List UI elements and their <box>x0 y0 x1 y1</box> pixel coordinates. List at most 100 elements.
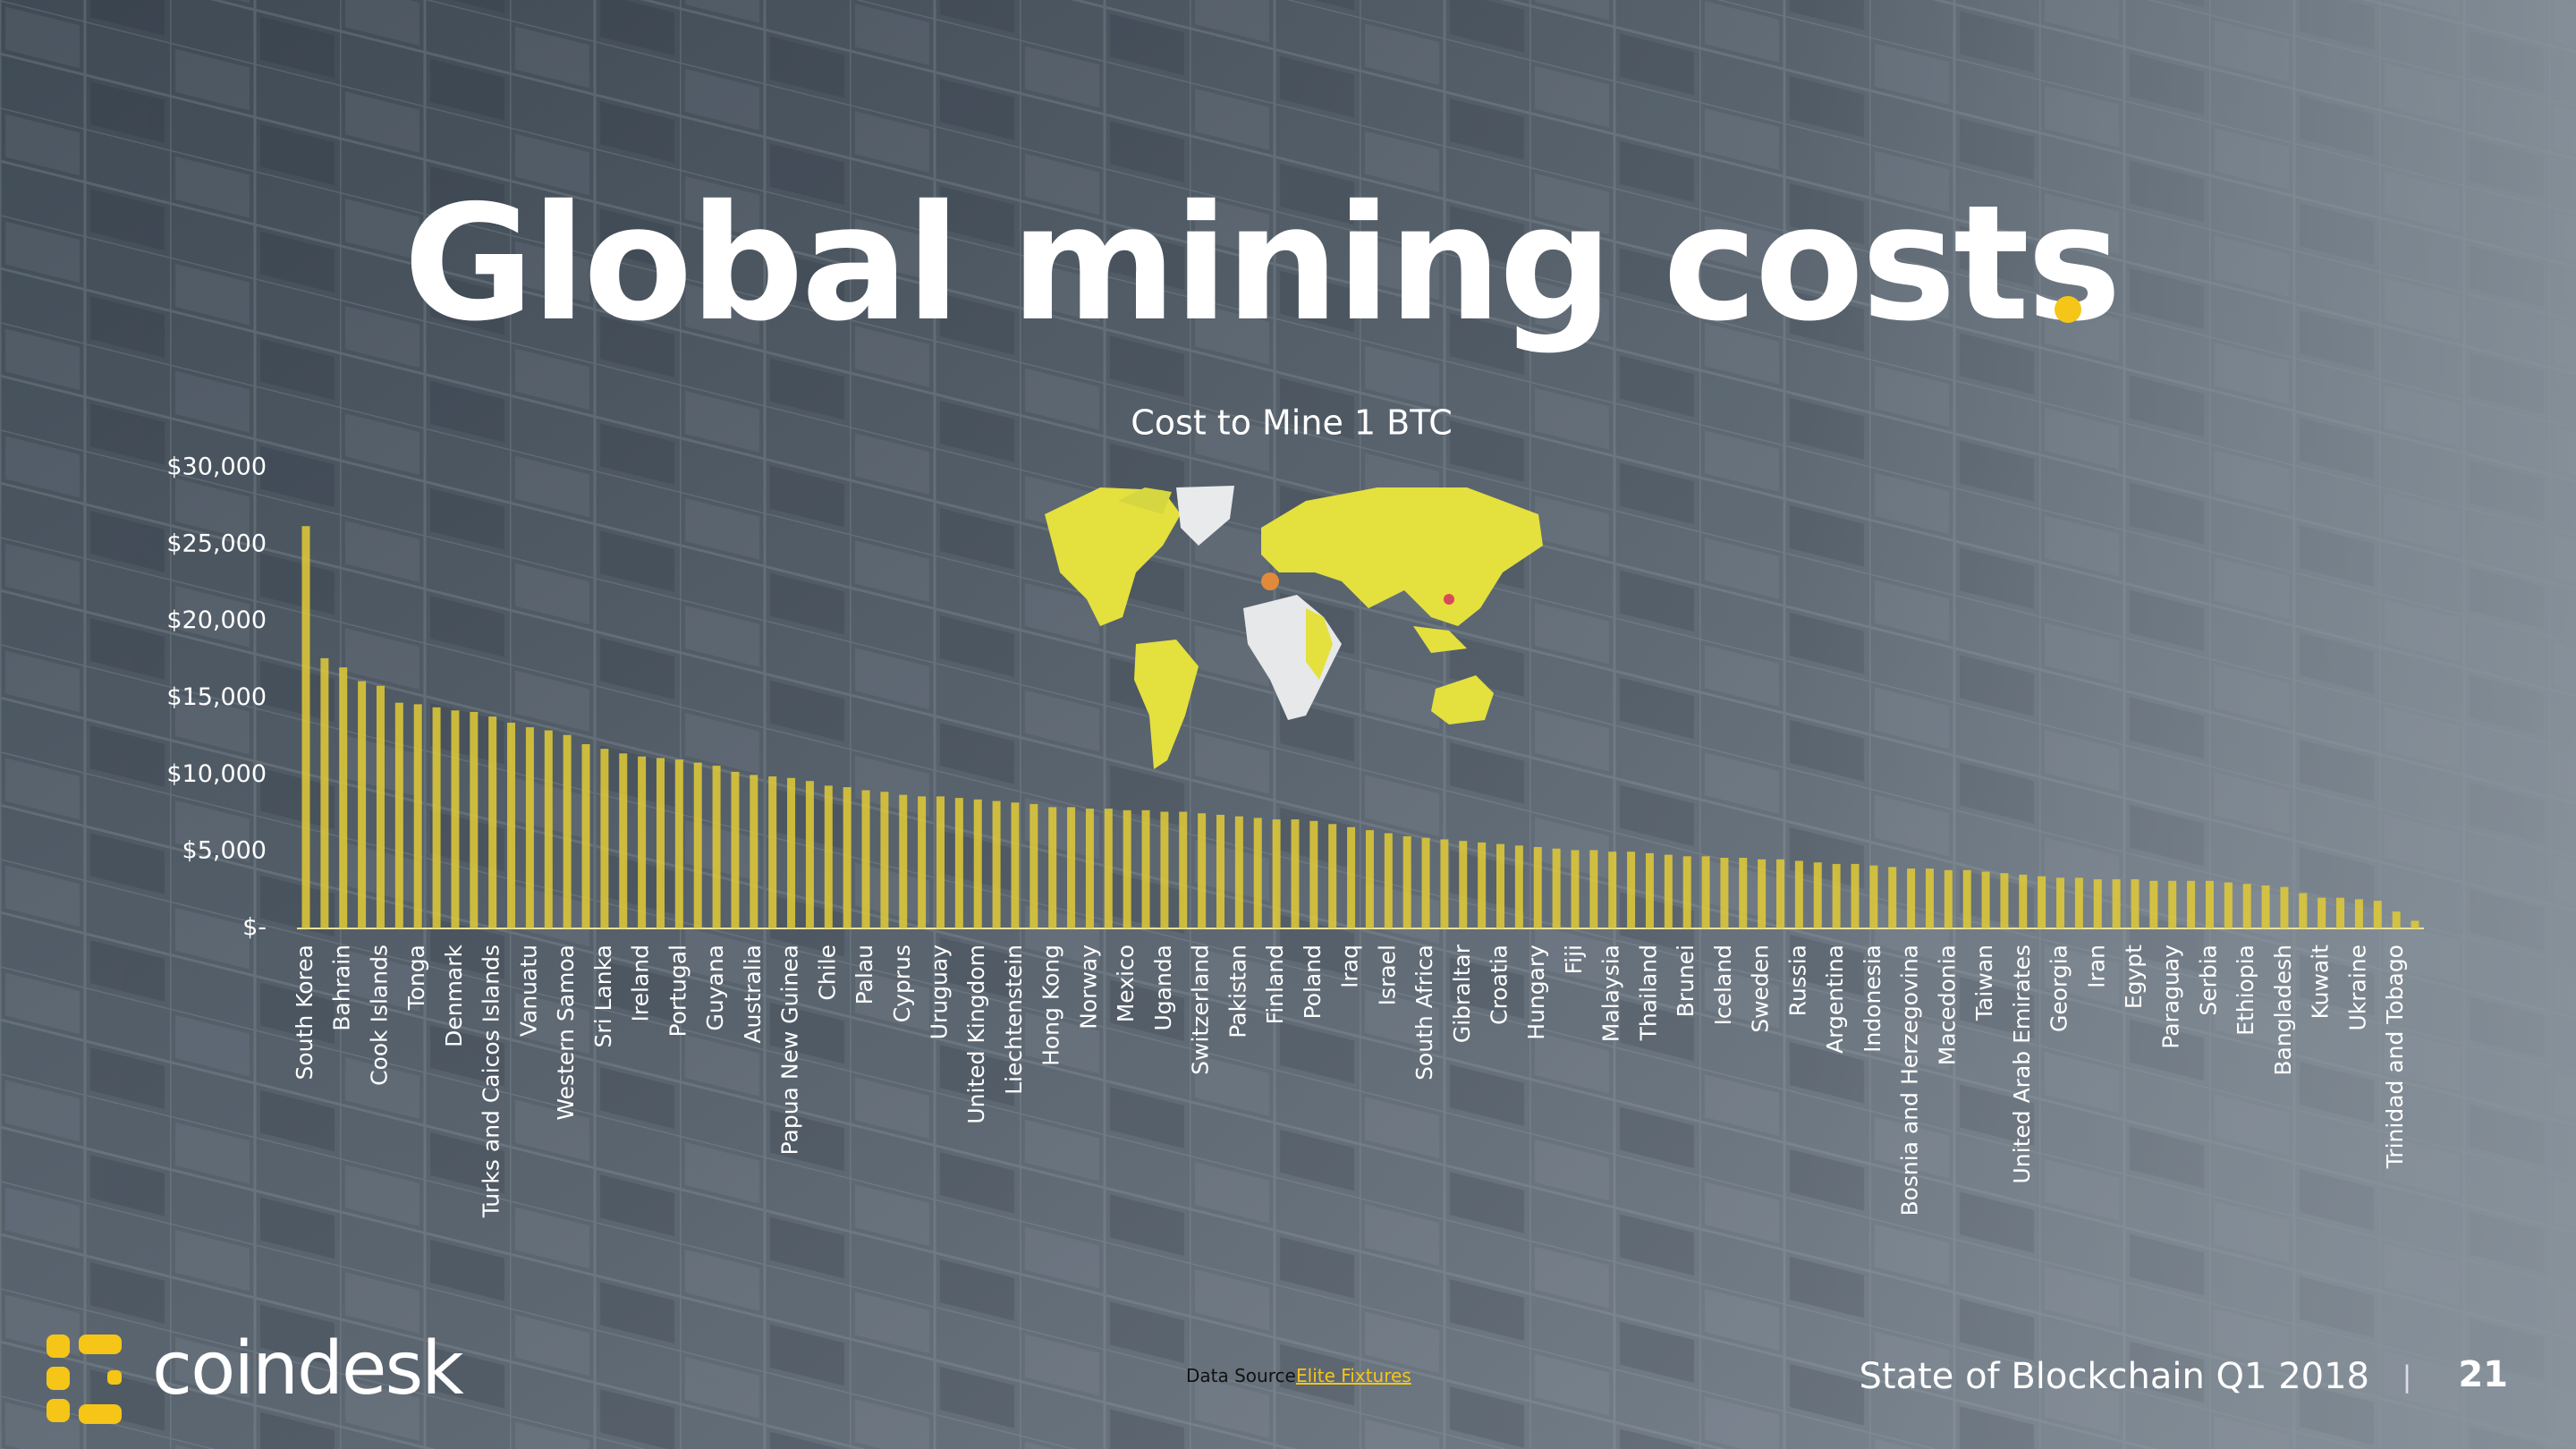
x-tick-label: Uganda <box>1150 945 1176 1031</box>
bar <box>2149 880 2158 928</box>
x-tick-label: Kuwait <box>2308 945 2334 1020</box>
bar <box>1701 856 1710 928</box>
bar <box>1552 848 1561 928</box>
x-tick-label: Georgia <box>2046 945 2072 1032</box>
x-tick-label: Bosnia and Herzegovina <box>1897 945 1923 1216</box>
x-tick-label: United Kingdom <box>963 945 989 1124</box>
bar <box>1085 809 1094 928</box>
x-tick-label: Russia <box>1784 945 1810 1016</box>
bar <box>1720 858 1729 928</box>
x-tick-label: Bahrain <box>329 945 355 1031</box>
bar <box>1253 818 1262 928</box>
x-tick-label: Serbia <box>2195 945 2221 1016</box>
bar <box>1234 816 1243 928</box>
x-tick-label: Gibraltar <box>1449 944 1475 1043</box>
bar <box>488 716 497 928</box>
bar <box>1365 830 1374 928</box>
bar <box>619 753 628 928</box>
x-tick-label: Sri Lanka <box>590 945 616 1048</box>
bar <box>2280 886 2289 928</box>
bar <box>2074 877 2083 928</box>
report-name: State of Blockchain Q1 2018 <box>1859 1356 2369 1397</box>
bar <box>731 771 740 928</box>
y-tick-label: $25,000 <box>166 530 267 557</box>
bar <box>1328 824 1337 928</box>
x-tick-label: Hungary <box>1523 945 1549 1040</box>
bar <box>1478 842 1487 928</box>
source-link[interactable]: Elite Fixtures <box>1296 1365 1411 1386</box>
bar <box>2187 880 2196 928</box>
x-tick-label: Iraq <box>1337 945 1363 988</box>
x-tick-label: Pakistan <box>1224 945 1250 1038</box>
bar <box>2093 879 2102 928</box>
bar <box>1011 802 1020 928</box>
bar <box>1981 871 1990 928</box>
bar <box>880 792 889 928</box>
bar <box>1888 867 1897 928</box>
x-tick-label: Switzerland <box>1188 945 1214 1075</box>
bar <box>1048 807 1057 928</box>
x-tick-label: Iran <box>2083 945 2109 988</box>
bar <box>2242 884 2251 928</box>
x-tick-label: Israel <box>1374 945 1400 1005</box>
bar <box>1384 833 1393 928</box>
bar <box>2354 899 2363 928</box>
x-tick-label: Brunei <box>1673 945 1699 1017</box>
bar <box>2056 877 2065 928</box>
y-tick-label: $15,000 <box>166 683 267 711</box>
x-tick-label: Macedonia <box>1934 945 1960 1065</box>
x-tick-label: Malaysia <box>1598 945 1624 1042</box>
x-tick-label: Bangladesh <box>2270 945 2296 1076</box>
bar <box>1402 836 1411 928</box>
bar <box>1776 859 1785 928</box>
world-map <box>1045 486 1543 769</box>
bar <box>787 777 796 928</box>
x-tick-label: Finland <box>1262 945 1288 1024</box>
bar <box>1739 858 1748 928</box>
bar <box>973 799 982 928</box>
bar <box>1179 811 1188 928</box>
bar <box>638 756 647 928</box>
bar <box>320 657 329 928</box>
y-tick-label: $- <box>242 914 267 942</box>
x-tick-label: Vanuatu <box>515 945 541 1037</box>
x-tick-label: Denmark <box>441 944 467 1046</box>
x-tick-label: Argentina <box>1822 945 1848 1054</box>
bar <box>451 710 460 928</box>
bar <box>1459 841 1468 928</box>
bar <box>413 704 422 928</box>
x-tick-label: Taiwan <box>1971 945 1997 1021</box>
bar <box>899 794 908 928</box>
bar <box>1851 863 1860 928</box>
bar <box>376 685 385 928</box>
bar <box>507 722 516 928</box>
bar <box>693 762 702 928</box>
bar <box>1067 807 1076 928</box>
x-tick-label: Guyana <box>702 945 728 1031</box>
bar <box>2336 897 2345 928</box>
bar <box>2131 879 2140 928</box>
bar <box>1571 850 1580 928</box>
x-tick-label: Mexico <box>1113 945 1139 1022</box>
bar <box>1030 803 1038 928</box>
bar <box>432 707 441 928</box>
coindesk-logo-icon <box>47 1335 122 1424</box>
title-dot <box>2055 296 2081 323</box>
slide-title: Global mining costs <box>403 171 2119 356</box>
bar <box>600 749 609 928</box>
bar <box>2168 880 2177 928</box>
chart-title: Cost to Mine 1 BTC <box>1131 403 1453 443</box>
bar <box>394 702 403 928</box>
bar <box>1198 813 1207 928</box>
bar <box>1664 854 1673 928</box>
bar <box>470 711 479 928</box>
bar <box>1962 869 1971 928</box>
bar <box>768 776 777 928</box>
bar <box>674 759 683 928</box>
bar <box>1160 811 1169 928</box>
bar <box>1832 863 1841 928</box>
x-tick-label: Ethiopia <box>2233 945 2258 1036</box>
bar <box>824 785 833 928</box>
bar <box>1925 869 1934 928</box>
